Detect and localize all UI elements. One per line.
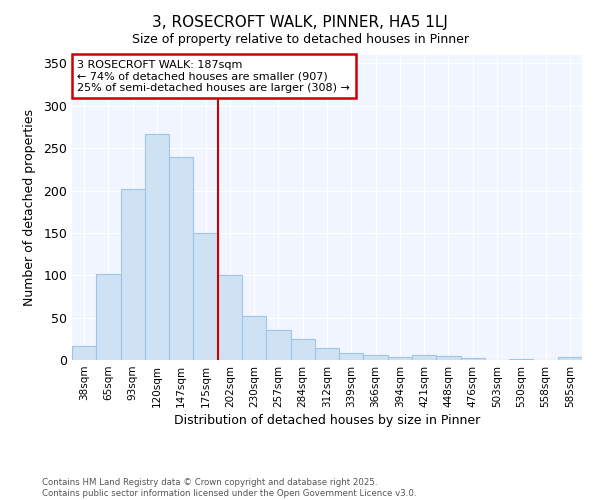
Bar <box>388 356 412 360</box>
Text: Size of property relative to detached houses in Pinner: Size of property relative to detached ho… <box>131 32 469 46</box>
Bar <box>169 156 193 360</box>
Bar <box>242 316 266 360</box>
Bar <box>339 353 364 360</box>
Bar <box>290 339 315 360</box>
Bar <box>509 359 533 360</box>
Text: 3, ROSECROFT WALK, PINNER, HA5 1LJ: 3, ROSECROFT WALK, PINNER, HA5 1LJ <box>152 15 448 30</box>
Bar <box>436 356 461 360</box>
Bar <box>412 355 436 360</box>
Bar <box>266 330 290 360</box>
Bar <box>96 274 121 360</box>
X-axis label: Distribution of detached houses by size in Pinner: Distribution of detached houses by size … <box>174 414 480 427</box>
Bar <box>193 233 218 360</box>
Bar <box>315 348 339 360</box>
Bar <box>364 355 388 360</box>
Y-axis label: Number of detached properties: Number of detached properties <box>23 109 37 306</box>
Bar <box>558 358 582 360</box>
Bar <box>121 189 145 360</box>
Bar <box>461 358 485 360</box>
Text: 3 ROSECROFT WALK: 187sqm
← 74% of detached houses are smaller (907)
25% of semi-: 3 ROSECROFT WALK: 187sqm ← 74% of detach… <box>77 60 350 93</box>
Text: Contains HM Land Registry data © Crown copyright and database right 2025.
Contai: Contains HM Land Registry data © Crown c… <box>42 478 416 498</box>
Bar <box>218 276 242 360</box>
Bar <box>72 346 96 360</box>
Bar <box>145 134 169 360</box>
